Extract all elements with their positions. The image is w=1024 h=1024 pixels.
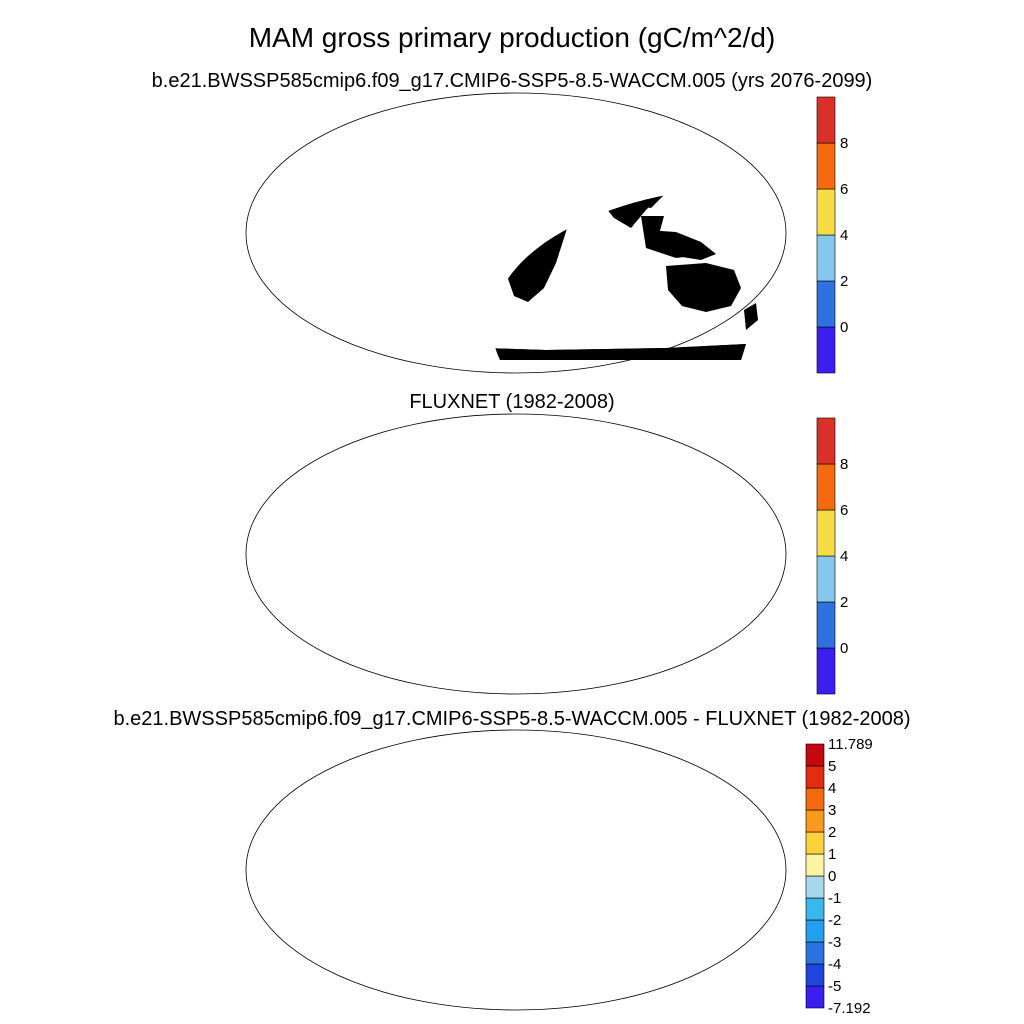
colorbar-label: -5 [828,978,841,995]
map-border-model [245,92,787,374]
colorbar-segment [816,509,836,557]
colorbar-label: -1 [828,890,841,907]
colorbar-segment [816,234,836,282]
figure-title: MAM gross primary production (gC/m^2/d) [248,22,776,53]
colorbar-segment [816,601,836,649]
colorbar-label: 2 [828,824,836,841]
panel-title-model: b.e21.BWSSP585cmip6.f09_g17.CMIP6-SSP5-8… [151,70,873,92]
colorbar-label: 11.789 [828,736,873,753]
colorbar-segment [816,280,836,328]
colorbar-difference: -7.192 -5 -4 -3 -2 -1 0 1 2 3 4 5 11.789 [805,736,873,1017]
colorbar-label: -2 [828,912,841,929]
colorbar-segment [816,417,836,465]
colorbar-label: -7.192 [828,1000,871,1017]
colorbar-segment [816,463,836,511]
colorbar-segment [805,809,825,833]
colorbar-segment [805,919,825,943]
continents-model [301,106,758,360]
panel-title-fluxnet: FLUXNET (1982-2008) [409,391,615,413]
colorbar-label: 6 [840,181,848,198]
colorbar-segment [816,326,836,374]
map-border-difference [245,729,787,1011]
colorbar-label: 1 [828,846,836,863]
colorbar-segment [805,963,825,987]
colorbar-label: 2 [840,594,848,611]
map-border-fluxnet [245,413,787,695]
continents-fluxnet [301,427,758,681]
colorbar-segment [805,875,825,899]
colorbar-segment [805,941,825,965]
panel-title-difference: b.e21.BWSSP585cmip6.f09_g17.CMIP6-SSP5-8… [113,708,911,730]
colorbar-label: 3 [828,802,836,819]
colorbar-segment [816,555,836,603]
continents-difference [301,743,758,997]
colorbar-segment [805,985,825,1009]
colorbar-label: 0 [840,319,848,336]
colorbar-segment [805,765,825,789]
colorbar-segment [805,743,825,767]
colorbar-segment [805,853,825,877]
map-panel-difference [245,729,787,1011]
colorbar-label: 8 [840,456,848,473]
colorbar-label: 2 [840,273,848,290]
colorbar-label: 4 [828,780,836,797]
colorbar-fluxnet: 0 2 4 6 8 [816,417,848,695]
map-panel-model [245,92,787,374]
colorbar-label: -3 [828,934,841,951]
colorbar-segment [816,142,836,190]
colorbar-segment [816,96,836,144]
colorbar-segment [805,831,825,855]
colorbar-label: 0 [840,640,848,657]
colorbar-label: -4 [828,956,841,973]
colorbar-segment [816,647,836,695]
map-panel-fluxnet [245,413,787,695]
colorbar-label: 4 [840,227,848,244]
colorbar-label: 0 [828,868,836,885]
colorbar-label: 6 [840,502,848,519]
colorbar-segment [816,188,836,236]
colorbar-segment [805,787,825,811]
colorbar-label: 4 [840,548,848,565]
colorbar-model: 0 2 4 6 8 [816,96,848,374]
colorbar-label: 8 [840,135,848,152]
colorbar-label: 5 [828,758,836,775]
colorbar-segment [805,897,825,921]
